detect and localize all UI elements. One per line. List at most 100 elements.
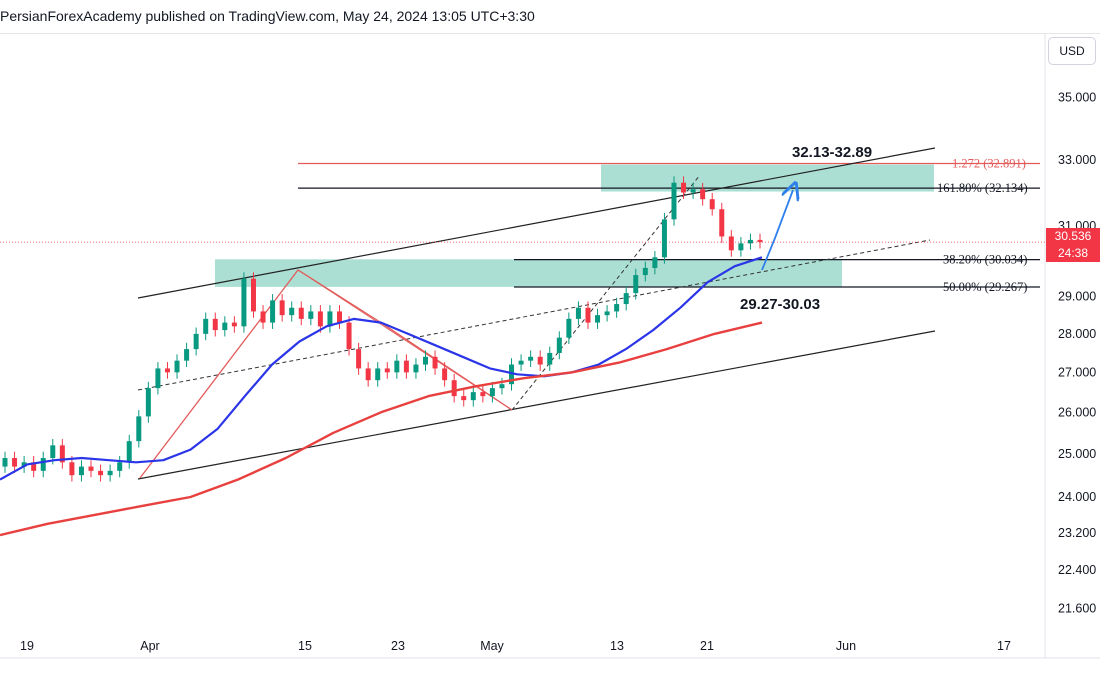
x-tick-label: Apr [140,639,159,653]
support-zone-label: 29.27-30.03 [740,296,820,313]
candle-body [585,307,591,323]
x-tick-label: 15 [298,639,312,653]
x-tick-label: 23 [391,639,405,653]
y-tick-label: 28.000 [1058,327,1096,341]
candle-body [346,322,352,350]
last-price-label: 30.536 [1046,228,1100,246]
candle-body [117,462,123,471]
candle-body [509,364,515,385]
y-tick-label: 29.000 [1058,290,1096,304]
x-tick-label: 19 [20,639,34,653]
candle-body [642,267,648,276]
channel-mid-line [137,239,931,391]
candle-body [59,445,65,463]
candle-body [98,470,104,476]
candle-body [681,182,687,193]
candle-body [461,396,467,401]
ma-fast-line [0,256,763,481]
candle-body [728,236,734,251]
candle-body [652,257,658,268]
publication-info: PersianForexAcademy published on Trading… [0,8,535,24]
y-tick-label: 33.000 [1058,153,1096,167]
candle-body [260,311,266,323]
candle-body [193,333,199,350]
y-tick-label: 21.600 [1058,601,1096,615]
y-tick-label: 25.000 [1058,447,1096,461]
bar-countdown-label: 24:38 [1046,245,1100,263]
candle-body [556,337,562,353]
candle-body [365,368,371,381]
candle-body [499,384,505,389]
resistance-zone-label: 32.13-32.89 [792,144,872,161]
candle-body [614,304,620,312]
candle-body [480,392,486,397]
zigzag-pattern [139,269,513,479]
candle-body [690,189,696,193]
ma-slow-line [0,321,763,537]
candle-body [432,356,438,369]
candle-body [88,466,94,471]
x-tick-label: May [480,639,504,653]
x-tick-label: Jun [836,639,856,653]
candle-body [336,311,342,323]
candle-body [528,356,534,361]
candle-body [270,300,276,323]
candle-body [50,445,56,459]
candle-body [155,368,161,389]
candle-body [31,462,37,471]
candle-body [184,349,190,361]
candle-body [78,466,84,476]
y-tick-label: 26.000 [1058,405,1096,419]
candle-body [250,278,256,312]
candle-body [747,239,753,244]
candle-body [327,311,333,327]
y-tick-label: 35.000 [1058,91,1096,105]
candle-body [40,458,46,471]
candle-body [231,322,237,327]
channel-lower-line [137,330,936,480]
candle-body [537,356,543,365]
candle-body [2,458,8,467]
candle-body [107,470,113,476]
candle-body [145,388,151,417]
candle-body [470,392,476,401]
x-tick-label: 21 [700,639,714,653]
candle-body [451,380,457,397]
candle-body [289,307,295,316]
fib-level-label: 1.272 (32.891) [952,157,1026,171]
candle-body [69,462,75,476]
candle-body [136,416,142,442]
candle-body [489,388,495,397]
currency-selector[interactable]: USD [1048,37,1096,65]
candle-body [403,360,409,373]
candle-body [279,300,285,316]
candle-body [317,311,323,327]
candle-body [547,352,553,365]
candle-body [423,356,429,365]
candle-body [356,349,362,369]
candle-body [700,189,706,200]
y-tick-label: 22.400 [1058,563,1096,577]
support-zone [215,259,842,287]
candle-body [174,360,180,373]
candle-body [375,368,381,381]
candle-body [394,360,400,373]
candle-body [623,293,629,305]
candle-body [298,307,304,319]
candle-body [241,278,247,327]
candle-body [595,315,601,323]
candle-body [203,318,209,334]
channel-upper-line [137,147,936,299]
candle-body [709,199,715,210]
candle-body [757,239,763,243]
candle-body [384,368,390,373]
fib-level-label: 38.20% (30.034) [943,253,1027,267]
candle-body [126,441,132,463]
candle-body [738,243,744,251]
candle-body [633,275,639,294]
candle-body [222,322,228,331]
candle-body [575,307,581,319]
candle-body [413,364,419,373]
y-tick-label: 24.000 [1058,490,1096,504]
